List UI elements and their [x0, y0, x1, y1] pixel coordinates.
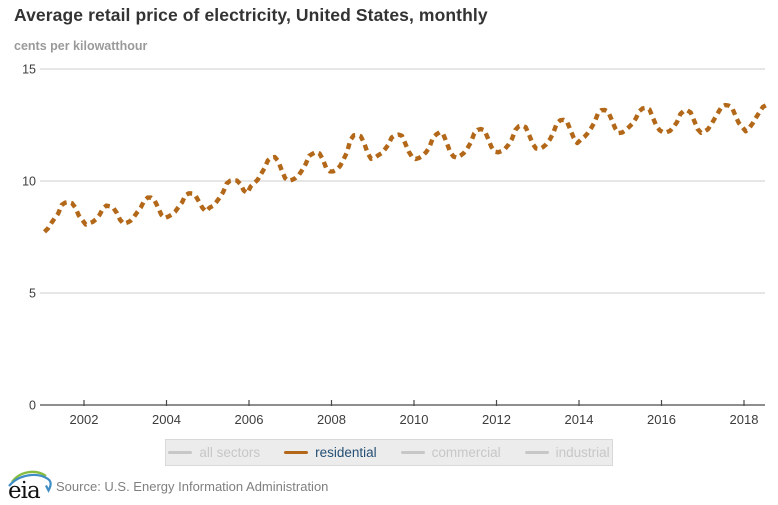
x-tick-label-2012: 2012	[482, 412, 511, 427]
legend-label: residential	[315, 445, 377, 460]
y-tick-label-15: 15	[22, 63, 36, 77]
x-tick-label-2016: 2016	[647, 412, 676, 427]
legend-item-all-sectors[interactable]: all sectors	[168, 445, 260, 460]
chart-legend: all sectors residential commercial industri…	[165, 439, 613, 466]
legend-label: commercial	[431, 445, 501, 460]
series-line-residential[interactable]	[42, 102, 770, 234]
x-tick-label-2004: 2004	[152, 412, 181, 427]
legend-swatch-all-sectors	[168, 451, 193, 454]
y-tick-label-0: 0	[29, 399, 36, 413]
x-tick-label-2018: 2018	[730, 412, 759, 427]
source-text: Source: U.S. Energy Information Administ…	[56, 479, 329, 494]
legend-item-residential[interactable]: residential	[284, 445, 377, 460]
legend-swatch-commercial	[400, 451, 425, 454]
x-tick-label-2008: 2008	[317, 412, 346, 427]
y-tick-label-10: 10	[22, 175, 36, 189]
x-tick-label-2006: 2006	[235, 412, 264, 427]
legend-item-commercial[interactable]: commercial	[400, 445, 501, 460]
chart-plot-area: 0 5 10 15 2002 2004 2006 2008 2010 2012 2014 2016 20…	[22, 63, 770, 427]
y-axis-units-label: cents per kilowatthour	[14, 39, 148, 53]
legend-swatch-residential	[284, 451, 309, 454]
eia-logo-blue-swoosh	[8, 473, 52, 493]
eia-logo-green-swoosh	[11, 470, 47, 483]
chart-title: Average retail price of electricity, Uni…	[14, 5, 488, 25]
legend-label: all sectors	[199, 445, 261, 460]
x-tick-label-2002: 2002	[70, 412, 99, 427]
legend-item-industrial[interactable]: industrial	[524, 445, 610, 460]
y-tick-label-5: 5	[29, 287, 36, 301]
x-tick-label-2014: 2014	[565, 412, 594, 427]
x-tick-label-2010: 2010	[400, 412, 429, 427]
eia-logo-text: eia	[8, 478, 41, 504]
legend-swatch-industrial	[524, 451, 549, 454]
eia-logo: eia	[6, 466, 54, 504]
legend-label: industrial	[555, 445, 610, 460]
